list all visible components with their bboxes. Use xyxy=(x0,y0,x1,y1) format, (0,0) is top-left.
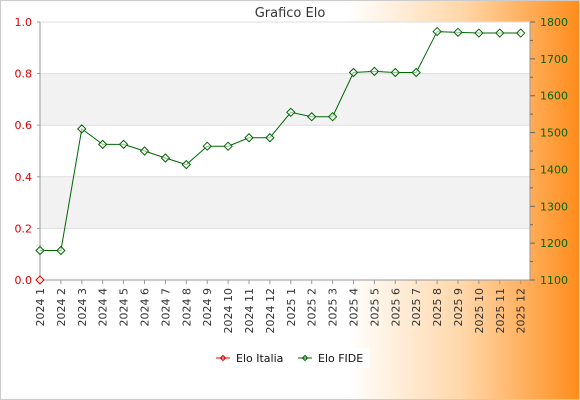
x-tick-label: 2025 7 xyxy=(410,288,423,327)
x-tick-label: 2024 8 xyxy=(180,288,193,327)
legend-swatch-marker xyxy=(219,354,227,362)
x-tick-label: 2024 11 xyxy=(243,288,256,334)
data-point xyxy=(453,27,463,38)
left-tick-label: 0.6 xyxy=(15,119,33,132)
left-tick-label: 0.4 xyxy=(15,171,33,184)
legend-swatch-marker xyxy=(301,354,309,362)
right-tick-label: 1800 xyxy=(540,16,568,29)
right-tick-label: 1500 xyxy=(540,127,568,140)
right-tick-label: 1400 xyxy=(540,163,568,176)
legend-label: Elo FIDE xyxy=(318,352,363,365)
data-point xyxy=(160,153,171,163)
data-point xyxy=(474,28,484,38)
plot-area xyxy=(40,22,530,280)
data-point xyxy=(369,66,380,77)
x-tick-label: 2024 7 xyxy=(159,288,172,327)
data-point xyxy=(265,133,275,143)
x-tick-label: 2025 9 xyxy=(452,288,465,327)
grid-band xyxy=(40,176,530,229)
x-tick-label: 2025 5 xyxy=(368,288,381,327)
data-point xyxy=(223,141,233,151)
data-point xyxy=(348,67,359,78)
left-tick-label: 0.2 xyxy=(15,222,33,235)
legend: Elo Italia Elo FIDE xyxy=(210,348,370,368)
x-tick-label: 2025 3 xyxy=(327,288,340,327)
x-tick-label: 2025 12 xyxy=(515,288,528,334)
x-tick-label: 2024 2 xyxy=(55,288,68,327)
legend-box xyxy=(210,348,370,368)
right-tick-label: 1100 xyxy=(540,274,568,287)
data-point xyxy=(97,139,108,150)
x-tick-label: 2025 4 xyxy=(348,288,361,327)
data-point xyxy=(202,141,212,151)
x-tick-label: 2025 6 xyxy=(389,288,402,327)
x-tick-label: 2024 12 xyxy=(264,288,277,334)
x-tick-label: 2024 3 xyxy=(76,288,89,327)
left-tick-label: 0.8 xyxy=(15,68,33,81)
data-point xyxy=(139,146,150,156)
x-tick-label: 2025 8 xyxy=(431,288,444,327)
x-tick-label: 2025 11 xyxy=(494,288,507,334)
data-point xyxy=(286,107,296,118)
series-layer xyxy=(35,26,526,285)
data-point xyxy=(495,28,505,38)
data-point xyxy=(390,67,401,78)
data-point xyxy=(56,245,66,256)
data-point xyxy=(327,112,338,122)
x-tick-label: 2025 10 xyxy=(473,288,486,334)
x-tick-label: 2024 6 xyxy=(139,288,152,327)
right-tick-label: 1700 xyxy=(540,53,568,66)
axis-layer: 0.0 0.2 0.4 0.6 0.8 1.0 1100 1200 1300 1400 1500 16… xyxy=(15,16,569,334)
data-point xyxy=(432,26,442,37)
data-point xyxy=(118,139,129,150)
right-tick-label: 1200 xyxy=(540,237,568,250)
left-tick-label: 0.0 xyxy=(15,274,33,287)
data-point xyxy=(306,112,317,122)
x-tick-label: 2024 1 xyxy=(34,288,47,327)
plot-layer xyxy=(40,21,530,281)
right-tick-label: 1600 xyxy=(540,90,568,103)
x-tick-label: 2024 10 xyxy=(222,288,235,334)
right-tick-label: 1300 xyxy=(540,200,568,213)
chart-title: Grafico Elo xyxy=(255,6,326,21)
x-tick-label: 2025 2 xyxy=(306,288,319,327)
data-point xyxy=(244,133,254,143)
x-tick-label: 2024 9 xyxy=(201,288,214,327)
x-tick-label: 2025 1 xyxy=(285,288,298,327)
x-tick-label: 2024 4 xyxy=(97,288,110,327)
x-tick-label: 2024 5 xyxy=(118,288,131,327)
data-point xyxy=(515,28,526,38)
data-point xyxy=(35,245,45,256)
data-point xyxy=(181,159,192,170)
legend-label: Elo Italia xyxy=(236,352,283,365)
data-point xyxy=(35,275,45,285)
grid-band xyxy=(40,73,530,126)
data-point xyxy=(411,67,421,78)
left-tick-label: 1.0 xyxy=(15,16,33,29)
data-point xyxy=(77,124,87,134)
